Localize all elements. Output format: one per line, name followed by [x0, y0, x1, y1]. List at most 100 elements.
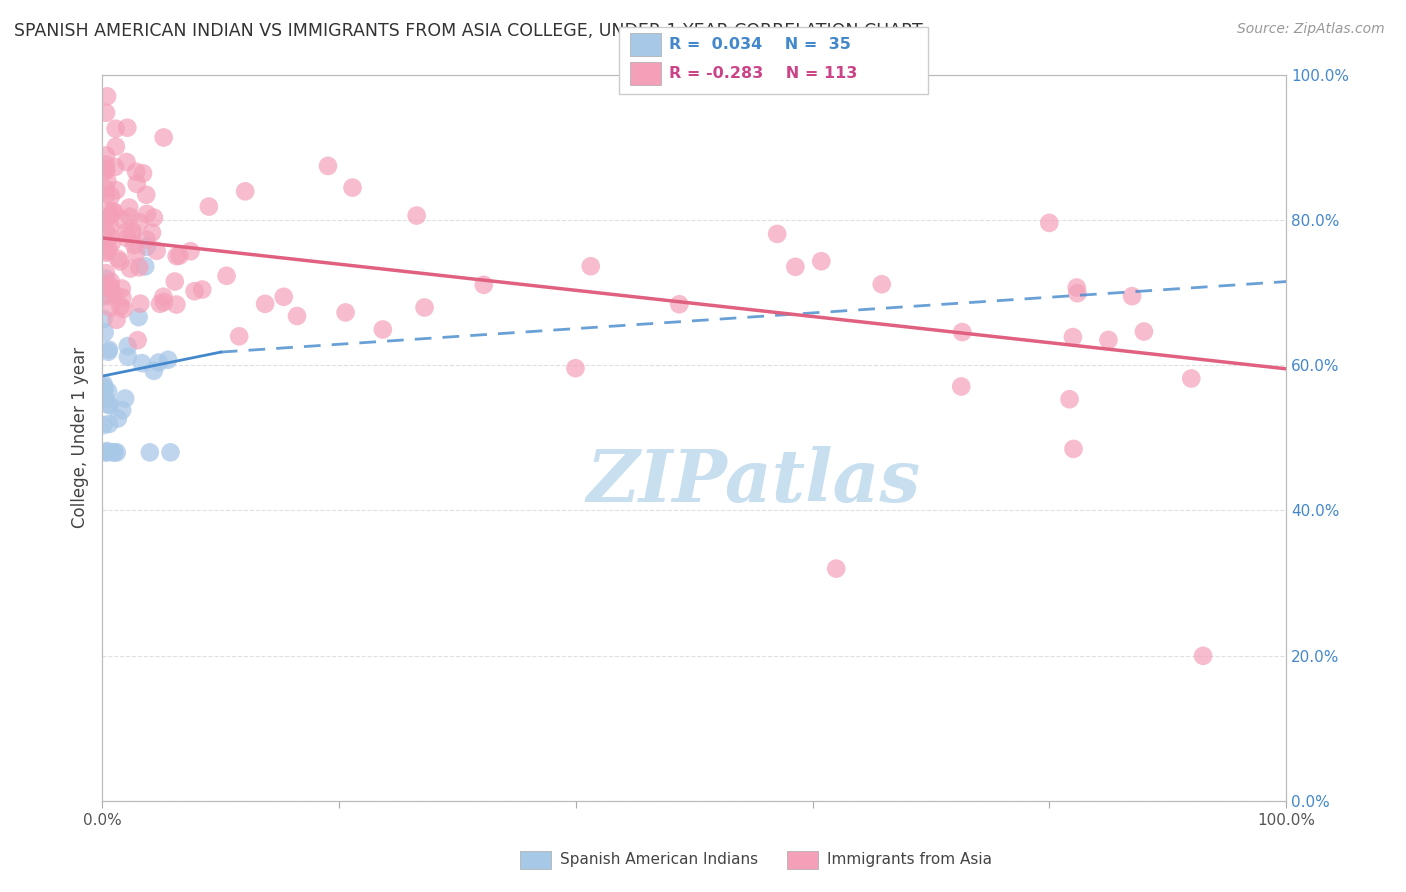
Point	[100, 275, 122, 289]
Point	[215, 268, 238, 283]
Point	[766, 227, 789, 241]
Point	[810, 254, 832, 268]
Point	[785, 260, 807, 274]
Text: SPANISH AMERICAN INDIAN VS IMMIGRANTS FROM ASIA COLLEGE, UNDER 1 YEAR CORRELATIO: SPANISH AMERICAN INDIAN VS IMMIGRANTS FR…	[14, 22, 922, 40]
Point	[1066, 286, 1088, 301]
Point	[152, 130, 174, 145]
Point	[93, 380, 115, 394]
Point	[115, 225, 138, 239]
Point	[132, 166, 155, 180]
Point	[100, 282, 122, 296]
Point	[98, 398, 121, 412]
Point	[1180, 371, 1202, 385]
Point	[118, 201, 141, 215]
Point	[285, 309, 308, 323]
Point	[100, 219, 122, 234]
Point	[98, 229, 121, 244]
Point	[233, 184, 256, 198]
Point	[111, 281, 134, 295]
Point	[104, 160, 127, 174]
Point	[94, 162, 117, 177]
Point	[579, 259, 602, 273]
Point	[117, 350, 139, 364]
Point	[96, 244, 118, 259]
Point	[316, 159, 339, 173]
Point	[105, 183, 128, 197]
Text: Source: ZipAtlas.com: Source: ZipAtlas.com	[1237, 22, 1385, 37]
Point	[405, 209, 427, 223]
Point	[254, 297, 277, 311]
Point	[112, 301, 135, 316]
Point	[1192, 648, 1215, 663]
Point	[117, 120, 139, 135]
Point	[165, 297, 187, 311]
Point	[1097, 333, 1119, 347]
Point	[97, 242, 120, 256]
Point	[153, 295, 176, 310]
Point	[142, 364, 165, 378]
Point	[139, 445, 162, 459]
Point	[1059, 392, 1081, 407]
Point	[104, 139, 127, 153]
Point	[335, 305, 357, 319]
Point	[141, 226, 163, 240]
Point	[148, 355, 170, 369]
Point	[94, 164, 117, 178]
Point	[120, 261, 142, 276]
Point	[98, 343, 121, 357]
Point	[273, 290, 295, 304]
Point	[100, 289, 122, 303]
Point	[125, 165, 148, 179]
Point	[94, 382, 117, 396]
Point	[149, 297, 172, 311]
Point	[342, 180, 364, 194]
Point	[117, 339, 139, 353]
Point	[94, 105, 117, 120]
Point	[152, 290, 174, 304]
Point	[105, 313, 128, 327]
Point	[100, 301, 122, 315]
Point	[668, 297, 690, 311]
Point	[94, 182, 117, 196]
Point	[121, 225, 143, 239]
Point	[94, 245, 117, 260]
Point	[169, 249, 191, 263]
Point	[94, 445, 117, 459]
Point	[105, 445, 128, 459]
Point	[1066, 280, 1088, 294]
Text: R = -0.283    N = 113: R = -0.283 N = 113	[669, 66, 858, 80]
Text: Immigrants from Asia: Immigrants from Asia	[827, 853, 991, 867]
Point	[413, 301, 436, 315]
Point	[1038, 216, 1060, 230]
Point	[93, 418, 115, 433]
Point	[94, 266, 117, 280]
Point	[1063, 442, 1085, 456]
Point	[93, 312, 115, 326]
Point	[104, 445, 127, 459]
Point	[145, 244, 167, 258]
Point	[107, 252, 129, 266]
Point	[93, 289, 115, 303]
Point	[142, 211, 165, 225]
Point	[121, 227, 143, 242]
Point	[163, 275, 186, 289]
Point	[100, 208, 122, 222]
Point	[94, 271, 117, 285]
Point	[94, 157, 117, 171]
Point	[166, 249, 188, 263]
Point	[191, 283, 214, 297]
Point	[94, 392, 117, 406]
Point	[96, 444, 118, 458]
Point	[950, 379, 973, 393]
Point	[135, 240, 157, 254]
Point	[93, 376, 115, 391]
Point	[103, 445, 125, 459]
Point	[129, 296, 152, 310]
Point	[110, 299, 132, 313]
Text: Spanish American Indians: Spanish American Indians	[560, 853, 758, 867]
Point	[127, 333, 149, 347]
Point	[104, 121, 127, 136]
Point	[94, 148, 117, 162]
Point	[97, 397, 120, 411]
Point	[122, 238, 145, 252]
